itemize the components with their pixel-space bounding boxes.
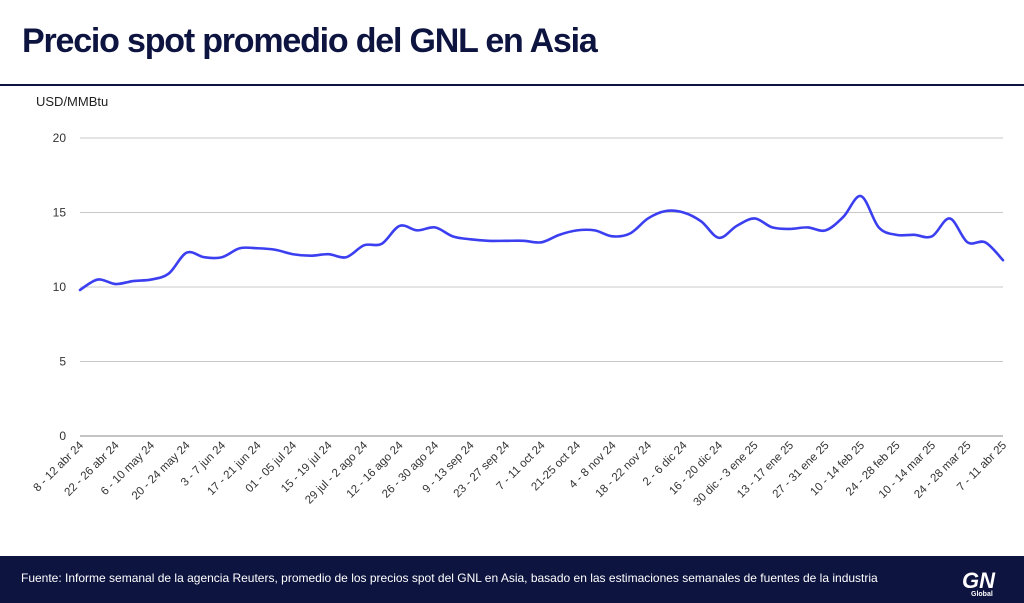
page-title: Precio spot promedio del GNL en Asia xyxy=(22,22,598,60)
y-axis-label: USD/MMBtu xyxy=(36,94,109,109)
svg-text:Global: Global xyxy=(971,591,993,598)
series-group xyxy=(78,194,1005,292)
y-tick-label: 5 xyxy=(59,355,66,369)
y-tick-label: 15 xyxy=(53,206,67,220)
y-tick-labels: 0 5 10 15 20 xyxy=(53,131,67,443)
source-note: Fuente: Informe semanal de la agencia Re… xyxy=(21,571,878,585)
title-divider xyxy=(0,84,1024,86)
x-tick-label: 29 jul - 2 ago 24 xyxy=(303,439,370,506)
grid-lines xyxy=(80,137,1003,437)
gn-global-logo: GN Global xyxy=(962,568,996,598)
y-tick-label: 20 xyxy=(53,131,67,145)
footer-bar: Fuente: Informe semanal de la agencia Re… xyxy=(0,556,1024,603)
y-tick-label: 0 xyxy=(59,429,66,443)
svg-text:GN: GN xyxy=(962,568,996,593)
x-tick-label: 30 dic - 3 ene 25 xyxy=(692,440,761,509)
y-tick-label: 10 xyxy=(53,280,67,294)
series-line-0 xyxy=(78,194,1005,292)
